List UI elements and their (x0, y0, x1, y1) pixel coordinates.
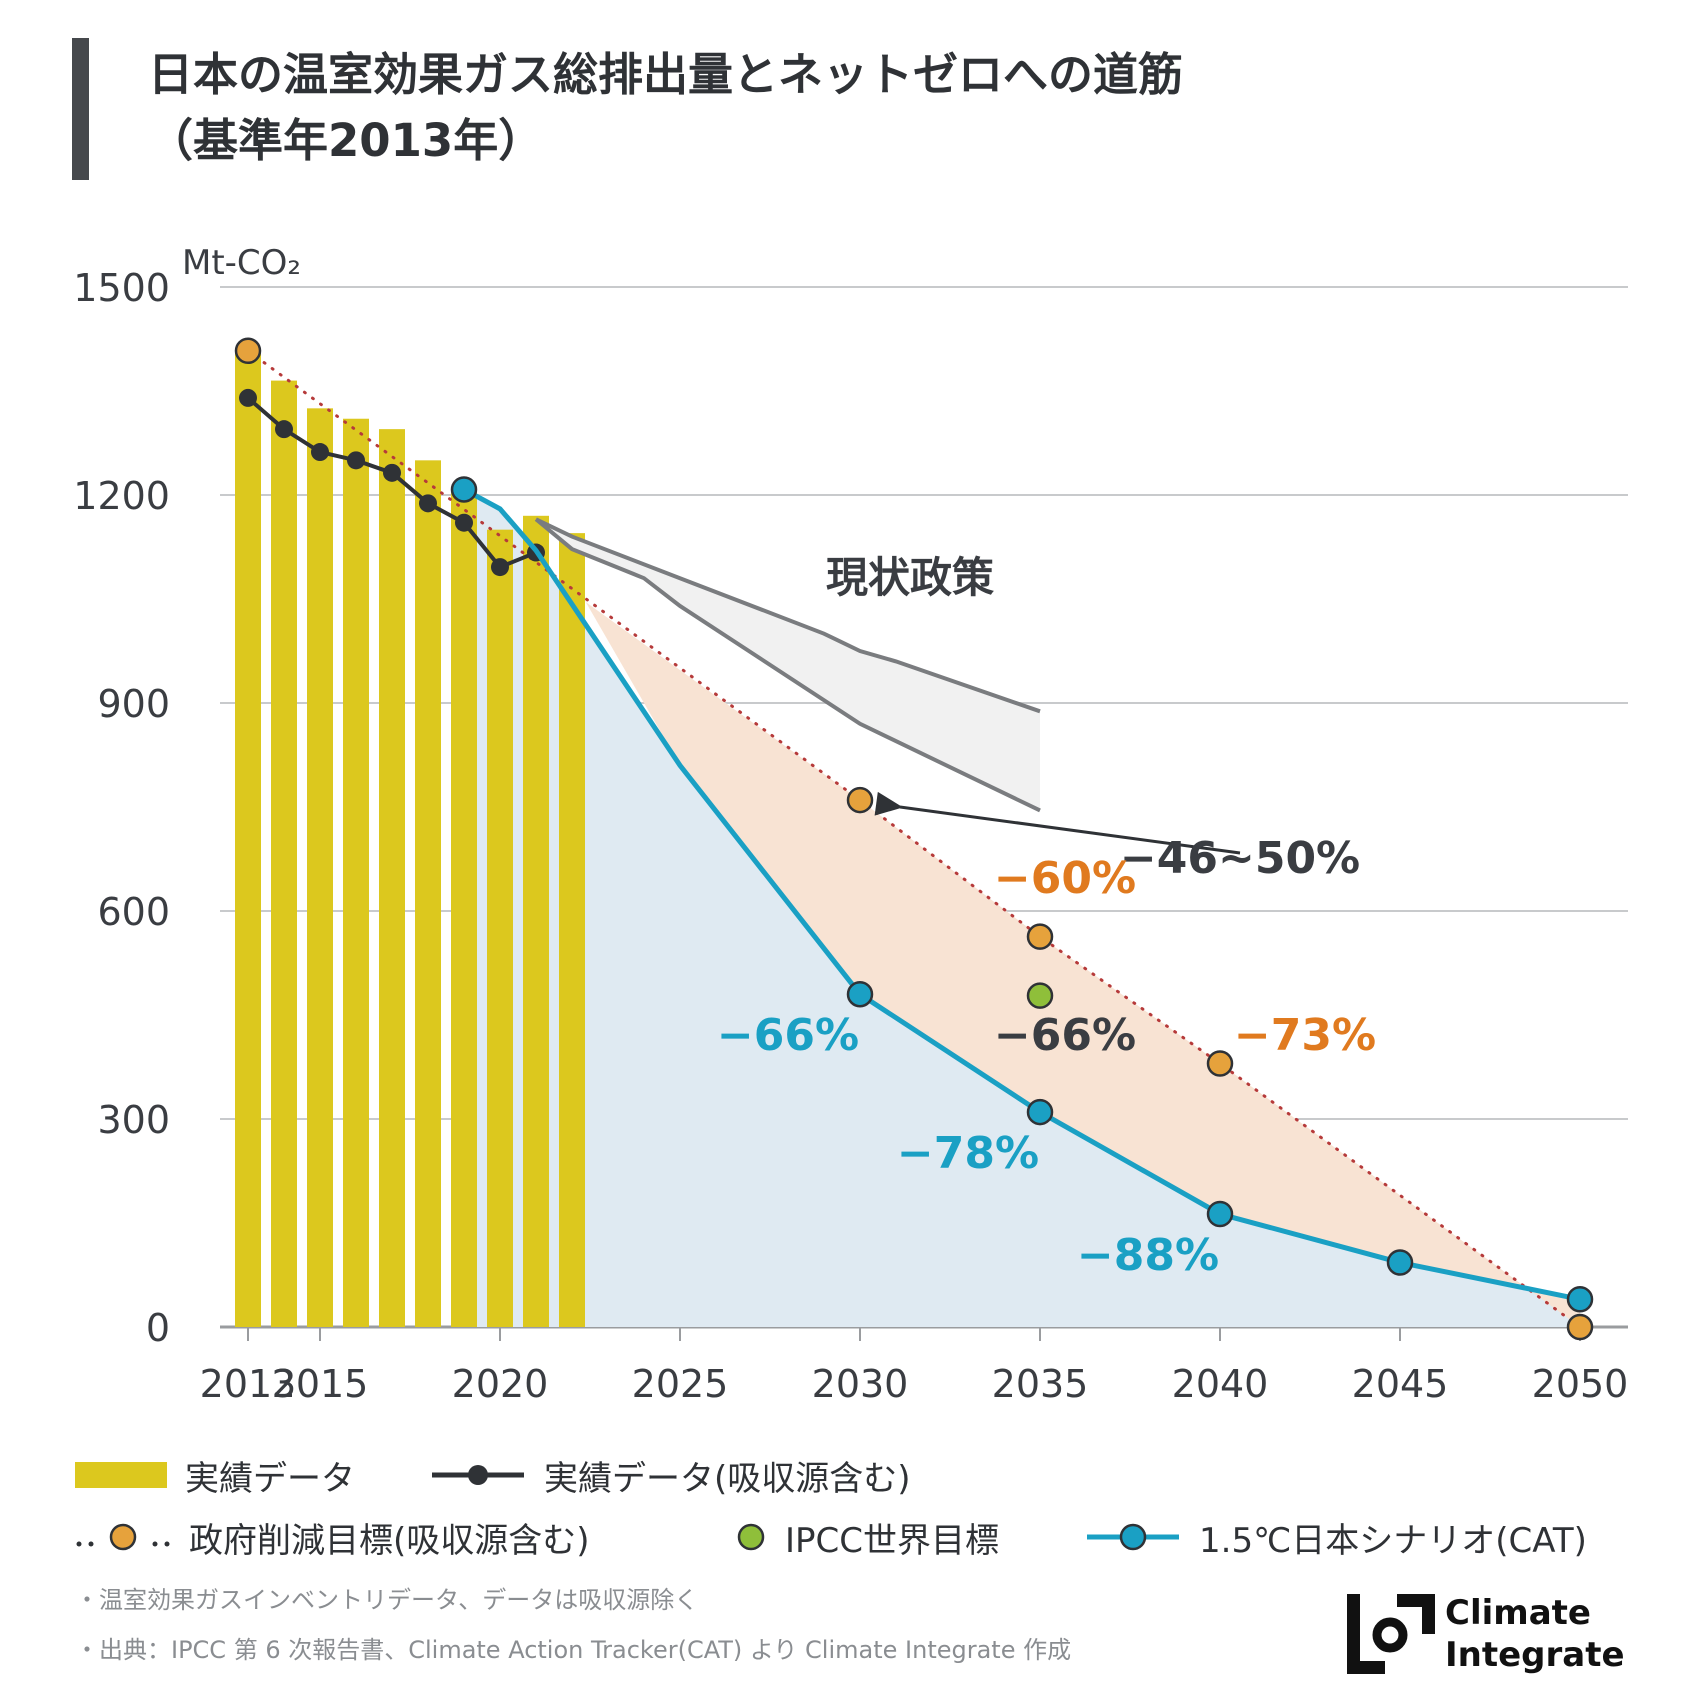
x-tick-label: 2025 (632, 1362, 729, 1406)
y-tick-label: 900 (97, 682, 170, 726)
actual-incl-sinks-point (383, 463, 401, 482)
actual-data-bar (343, 418, 369, 1327)
gov-target-point (846, 786, 874, 814)
y-tick-label: 1500 (73, 266, 170, 310)
y-tick-label: 0 (146, 1306, 170, 1350)
actual-incl-sinks-point (347, 451, 365, 470)
current-policy-upper-line (535, 517, 1041, 714)
actual-data-bar (487, 529, 513, 1327)
actual-incl-sinks-point (239, 388, 257, 407)
cat-scenario-point (1026, 1098, 1054, 1126)
current-policy-lower-line (534, 517, 1041, 813)
annotation-label: −46~50% (1120, 833, 1360, 884)
gov-target-point (1206, 1050, 1234, 1077)
ipcc-target-point (1026, 982, 1054, 1009)
cat-scenario-point (1566, 1286, 1594, 1313)
actual-data-bar (235, 349, 261, 1327)
legend-label-ipcc: IPCC世界目標 (785, 1520, 1000, 1561)
x-tick-label: 2050 (1532, 1362, 1629, 1406)
x-tick-label: 2045 (1352, 1362, 1449, 1406)
actual-data-bar (271, 380, 297, 1328)
logo-text: Climate Integrate (1445, 1592, 1625, 1676)
legend-bar-swatch (75, 1462, 167, 1488)
cat-scenario-point (450, 476, 478, 503)
y-axis-unit-label: Mt-CO₂ (182, 243, 301, 283)
legend-item-actual-bar: 実績データ (75, 1450, 355, 1500)
actual-data-bar (451, 486, 477, 1327)
legend-cat-swatch (1087, 1523, 1179, 1551)
title-accent-bar (72, 38, 89, 180)
x-tick-label: 2035 (992, 1362, 1089, 1406)
annotation-label: −66% (994, 1010, 1136, 1061)
annotation-label: −73% (1234, 1010, 1376, 1061)
logo-line2: Integrate (1445, 1635, 1625, 1675)
x-tick-label: 2040 (1172, 1362, 1269, 1406)
actual-incl-sinks-point (311, 443, 329, 462)
legend-item-actual-line: 実績データ(吸収源含む) (430, 1450, 911, 1500)
climate-integrate-logo: Climate Integrate (1345, 1590, 1675, 1680)
annotation-label: 現状政策 (826, 553, 994, 602)
actual-data-bar (307, 408, 333, 1327)
actual-incl-sinks-point (491, 558, 509, 577)
annotation-label: −88% (1077, 1230, 1219, 1281)
actual-data-bar (415, 460, 441, 1327)
footnotes: ・温室効果ガスインベントリデータ、データは吸収源除く ・出典：IPCC 第 6 … (75, 1575, 1071, 1675)
chart-title-line1: 日本の温室効果ガス総排出量とネットゼロへの道筋 (148, 48, 1184, 101)
logo-mark-icon (1347, 1594, 1435, 1674)
legend-item-gov-target: 政府削減目標(吸収源含む) (75, 1512, 590, 1562)
legend-label-actual-line: 実績データ(吸収源含む) (544, 1458, 911, 1499)
cat-scenario-point (1206, 1200, 1234, 1228)
actual-incl-sinks-point (275, 420, 293, 439)
actual-incl-sinks-point (455, 513, 473, 532)
actual-data-bar (379, 429, 405, 1328)
gov-target-point (234, 337, 262, 365)
legend-label-cat: 1.5℃日本シナリオ(CAT) (1199, 1520, 1587, 1561)
x-tick-label: 2030 (812, 1362, 909, 1406)
legend-line-swatch (432, 1465, 524, 1485)
annotation-label: −60% (994, 853, 1136, 904)
x-tick-label: 2013 (200, 1362, 297, 1406)
cat-scenario-point (846, 980, 874, 1008)
legend-item-ipcc: IPCC世界目標 (735, 1512, 999, 1562)
chart-title: 日本の温室効果ガス総排出量とネットゼロへの道筋 （基準年2013年） (148, 42, 1183, 174)
actual-data-bar (523, 515, 549, 1327)
legend-point-swatch (737, 1523, 765, 1551)
legend-label-actual-bar: 実績データ (185, 1458, 355, 1499)
cat-scenario-point (1386, 1249, 1414, 1276)
y-tick-label: 300 (97, 1098, 170, 1142)
x-tick-label: 2015 (272, 1362, 369, 1406)
legend-label-gov-target: 政府削減目標(吸収源含む) (189, 1520, 590, 1561)
actual-incl-sinks-point (419, 494, 437, 513)
gov-target-point (1566, 1313, 1594, 1341)
gov-target-point (1026, 923, 1054, 950)
y-tick-label: 1200 (73, 474, 170, 518)
x-tick-label: 2020 (452, 1362, 549, 1406)
y-tick-label: 600 (97, 890, 170, 934)
legend: 実績データ 実績データ(吸収源含む) 政府削減目標(吸収源含む) IPCC世界目… (75, 1450, 1675, 1580)
legend-item-cat: 1.5℃日本シナリオ(CAT) (1085, 1512, 1587, 1562)
annotation-label: −66% (717, 1010, 859, 1061)
chart-title-line2: （基準年2013年） (148, 114, 544, 167)
cat-scenario-area (464, 489, 1580, 1327)
annotation-arrow (874, 791, 1241, 855)
logo-line1: Climate (1445, 1593, 1591, 1633)
footnote-1: ・温室効果ガスインベントリデータ、データは吸収源除く (75, 1586, 699, 1614)
legend-dotted-swatch (76, 1523, 170, 1551)
annotation-label: −78% (897, 1128, 1039, 1179)
footnote-2: ・出典：IPCC 第 6 次報告書、Climate Action Tracker… (75, 1636, 1072, 1664)
actual-data-bar (559, 533, 585, 1327)
